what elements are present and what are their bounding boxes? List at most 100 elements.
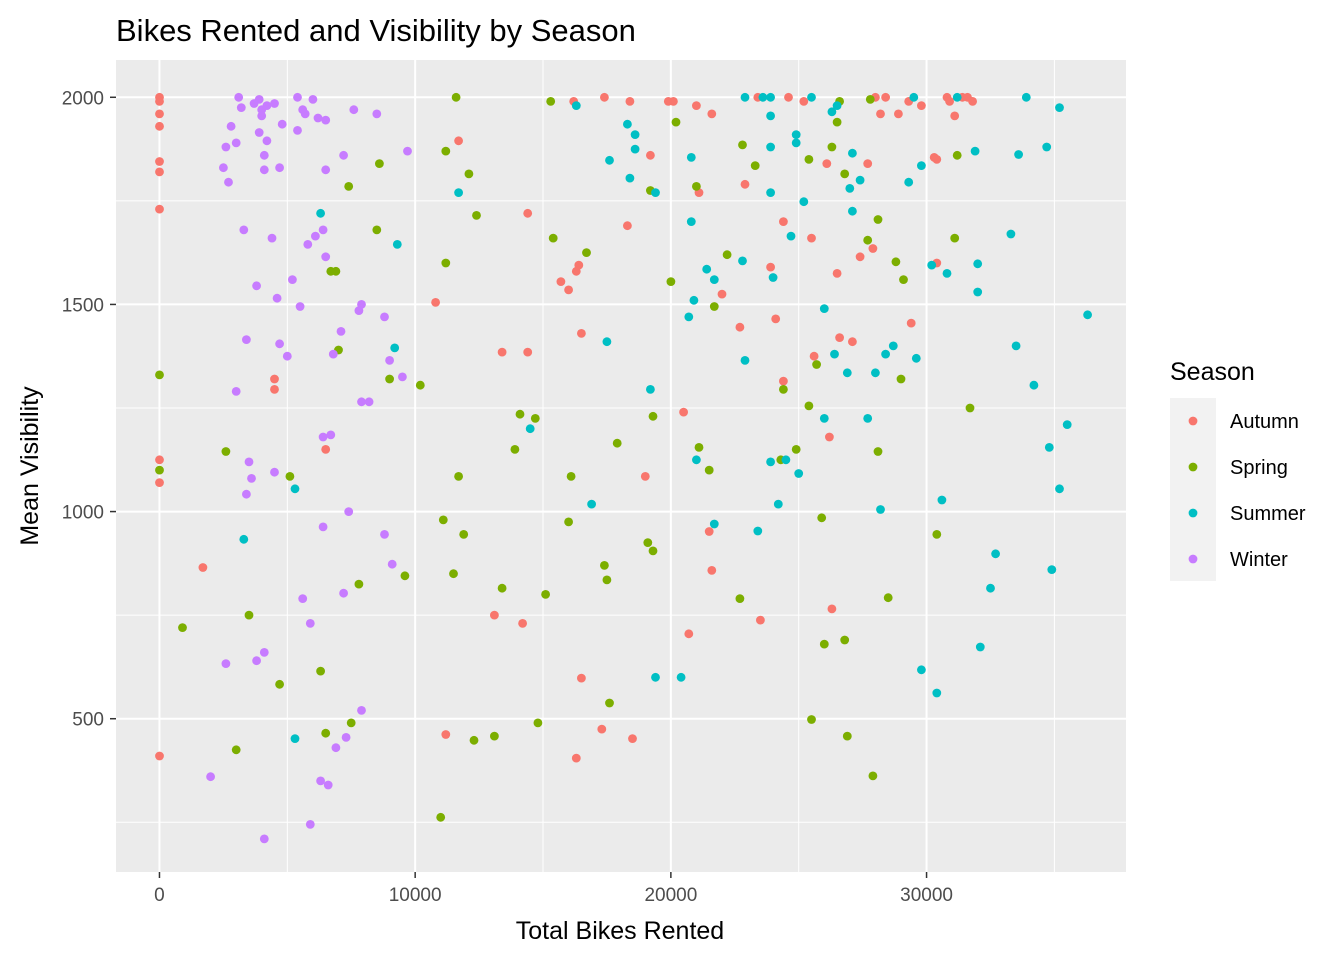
point-autumn — [198, 563, 208, 572]
point-winter — [318, 522, 328, 532]
point-summer — [791, 138, 801, 148]
point-autumn — [518, 619, 527, 628]
point-summer — [1055, 484, 1064, 494]
point-autumn — [868, 244, 878, 253]
point-autumn — [600, 92, 609, 102]
point-summer — [692, 455, 701, 465]
point-winter — [357, 397, 366, 407]
point-spring — [400, 571, 410, 581]
point-autumn — [523, 208, 533, 218]
point-winter — [259, 150, 269, 160]
point-winter — [344, 507, 354, 516]
point-spring — [275, 679, 284, 689]
point-spring — [873, 447, 883, 456]
point-autumn — [625, 97, 635, 106]
point-spring — [812, 360, 821, 369]
point-winter — [270, 467, 279, 477]
point-spring — [791, 445, 801, 454]
point-autumn — [623, 221, 632, 231]
point-autumn — [822, 159, 832, 169]
point-winter — [244, 457, 254, 467]
point-summer — [702, 264, 712, 274]
point-summer — [794, 469, 804, 478]
point-autumn — [692, 101, 701, 110]
point-spring — [605, 698, 614, 708]
point-summer — [863, 414, 873, 423]
point-autumn — [155, 455, 164, 465]
point-spring — [385, 374, 394, 384]
y-tick-label: 1000 — [62, 503, 104, 524]
point-summer — [819, 304, 829, 313]
point-summer — [1083, 310, 1092, 320]
point-summer — [630, 144, 640, 154]
point-autumn — [740, 179, 750, 189]
point-summer — [848, 148, 857, 158]
point-spring — [354, 579, 364, 589]
point-autumn — [894, 109, 903, 119]
point-spring — [497, 583, 507, 593]
point-autumn — [497, 347, 507, 357]
point-winter — [259, 834, 269, 844]
point-winter — [277, 119, 287, 129]
point-spring — [155, 370, 164, 380]
point-spring — [817, 513, 827, 523]
minor-gridlines — [116, 60, 1126, 872]
point-winter — [303, 240, 313, 249]
point-spring — [891, 257, 901, 267]
point-winter — [357, 300, 366, 309]
point-autumn — [155, 121, 164, 131]
point-winter — [323, 780, 333, 790]
point-spring — [490, 731, 499, 741]
point-summer — [986, 583, 995, 593]
point-summer — [686, 217, 696, 227]
point-spring — [779, 385, 788, 394]
point-summer — [1014, 150, 1023, 159]
point-summer — [625, 173, 635, 183]
y-axis-ticks: 500 1000 1500 2000 — [62, 88, 116, 731]
point-winter — [321, 252, 331, 262]
legend-key-spring — [1188, 462, 1198, 472]
point-spring — [832, 117, 842, 127]
point-summer — [937, 495, 947, 505]
point-autumn — [827, 604, 837, 614]
point-winter — [267, 233, 277, 243]
point-autumn — [270, 385, 279, 394]
x-tick-label: 30000 — [900, 885, 953, 906]
point-summer — [646, 385, 655, 394]
point-spring — [564, 517, 573, 527]
point-spring — [415, 380, 425, 390]
point-summer — [1062, 420, 1072, 429]
x-tick-label: 0 — [154, 885, 165, 906]
point-summer — [1006, 229, 1016, 239]
point-summer — [602, 337, 612, 347]
point-spring — [896, 374, 906, 384]
x-tick-label: 10000 — [389, 885, 442, 906]
point-autumn — [270, 374, 279, 384]
point-summer — [587, 499, 596, 509]
point-summer — [991, 549, 1000, 559]
point-winter — [328, 349, 338, 359]
point-autumn — [577, 329, 586, 338]
point-spring — [546, 97, 556, 106]
point-winter — [385, 356, 394, 365]
point-summer — [970, 146, 980, 156]
point-winter — [221, 659, 231, 668]
point-summer — [876, 505, 885, 514]
point-winter — [318, 432, 328, 442]
point-spring — [873, 215, 883, 224]
y-tick-label: 500 — [72, 710, 104, 731]
point-autumn — [832, 269, 842, 278]
point-spring — [331, 266, 341, 276]
point-spring — [840, 635, 850, 645]
point-winter — [231, 138, 241, 148]
point-summer — [927, 260, 937, 270]
point-spring — [863, 235, 873, 245]
point-summer — [768, 273, 778, 282]
point-autumn — [574, 260, 584, 270]
point-summer — [1044, 443, 1054, 452]
point-spring — [952, 150, 962, 160]
point-summer — [871, 368, 880, 378]
point-spring — [582, 248, 591, 257]
point-spring — [602, 575, 612, 585]
point-spring — [533, 718, 543, 728]
